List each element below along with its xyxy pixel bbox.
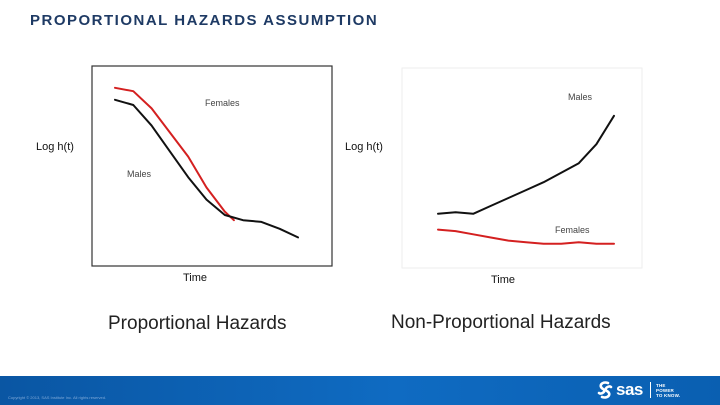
footer-bar: Copyright © 2013, SAS Institute Inc. All…	[0, 376, 720, 405]
chart2-title: Non-Proportional Hazards	[391, 312, 611, 333]
chart1-title: Proportional Hazards	[108, 313, 286, 334]
tagline-line: THE	[656, 383, 666, 388]
tagline: THE POWER TO KNOW.	[656, 383, 680, 398]
chart1-legend-males: Males	[127, 169, 152, 179]
chart2-ylabel: Log h(t)	[345, 141, 383, 153]
chart1-series-males-line	[114, 98, 299, 239]
sas-swirl-icon	[597, 381, 613, 399]
chart2-xlabel: Time	[491, 274, 515, 286]
chart1-frame	[91, 65, 333, 267]
copyright-text: Copyright © 2013, SAS Institute Inc. All…	[8, 395, 107, 400]
chart1-xlabel: Time	[183, 272, 207, 284]
chart2-frame	[401, 67, 643, 269]
tagline-line: TO KNOW.	[656, 393, 681, 398]
sas-logo: sas	[597, 380, 643, 400]
logo-divider	[650, 382, 651, 398]
chart2-legend-males: Males	[568, 92, 593, 102]
chart2-legend-females: Females	[555, 225, 590, 235]
chart1-legend-females: Females	[205, 98, 240, 108]
slide-title: PROPORTIONAL HAZARDS ASSUMPTION	[30, 12, 379, 29]
tagline-line: POWER	[656, 388, 675, 393]
chart1-ylabel: Log h(t)	[36, 141, 74, 153]
chart2-series-females-line	[437, 228, 615, 245]
chart2-series-males-line	[437, 114, 615, 215]
chart1-series-females-line	[114, 86, 235, 222]
sas-logo-text: sas	[616, 380, 643, 399]
hazard-charts: Log h(t) Time Females Males Proportional…	[36, 65, 643, 334]
